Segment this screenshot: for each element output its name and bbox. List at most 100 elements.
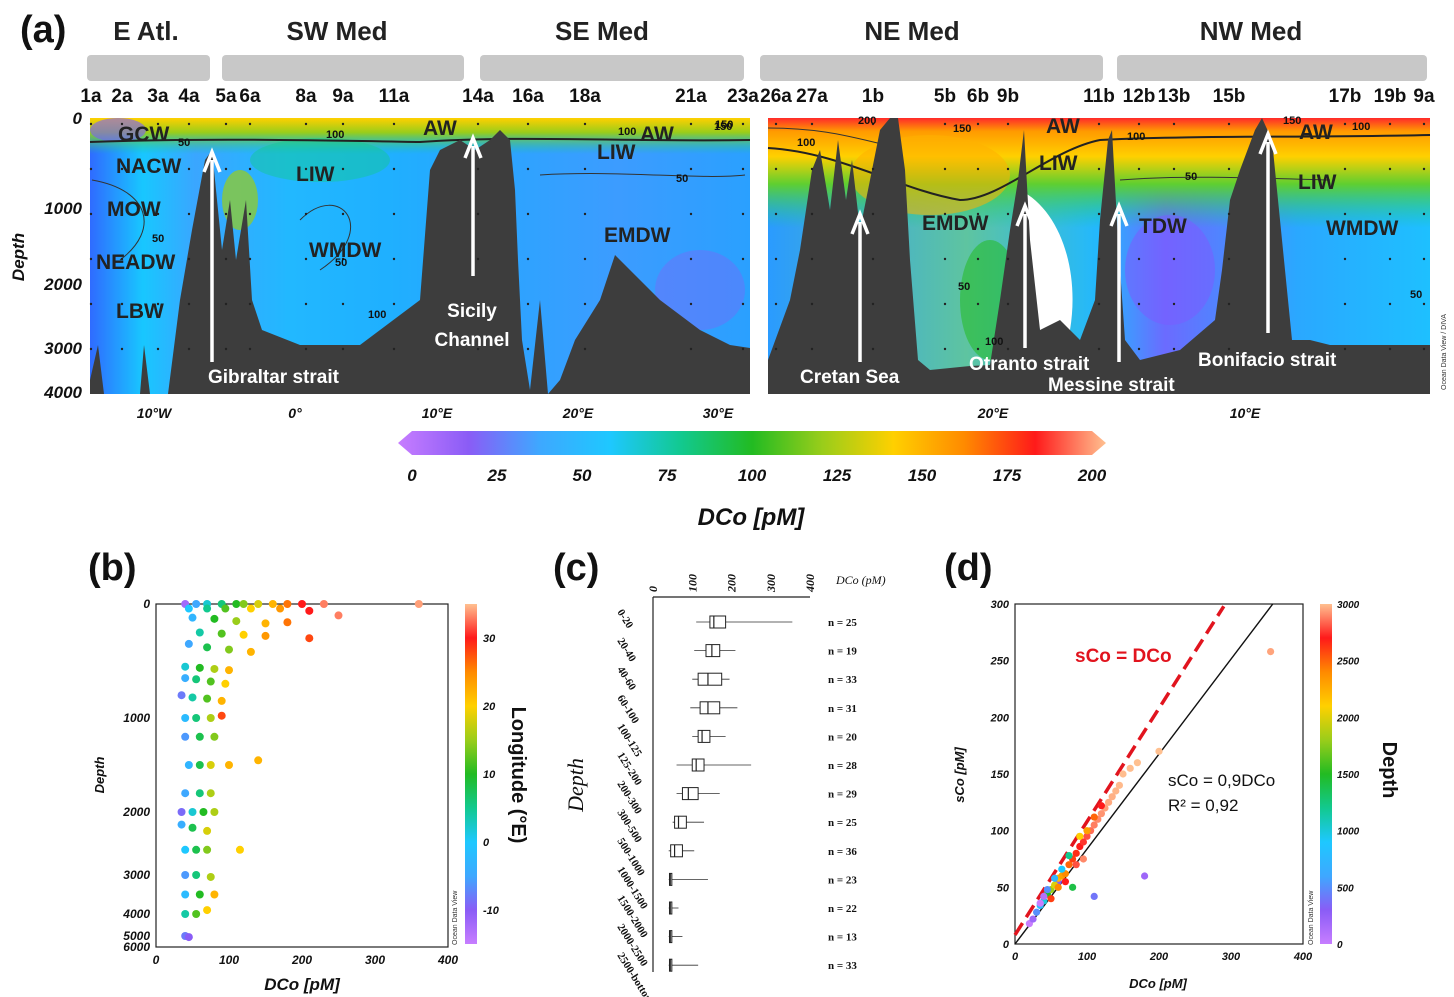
sample-dot: [1227, 302, 1231, 306]
depth-colorbar-tick: 3000: [1337, 600, 1360, 611]
panel-d-point: [1126, 764, 1134, 772]
contour-label: 150: [953, 123, 971, 135]
sample-dot: [476, 212, 480, 216]
sample-dot: [689, 212, 693, 216]
panel-b-point: [203, 906, 212, 915]
station-label: 18a: [569, 86, 601, 107]
panel-c-count: n = 20: [828, 731, 857, 743]
panel-d-point: [1267, 648, 1275, 656]
contour-label: 50: [152, 233, 164, 245]
sample-dot: [774, 347, 778, 351]
sample-dot: [689, 257, 693, 261]
panel-b-ylabel: Depth: [92, 757, 107, 794]
sample-dot: [89, 167, 93, 171]
panel-c-category: 20-40: [614, 636, 638, 665]
sample-dot: [1343, 257, 1347, 261]
sample-dot: [120, 347, 124, 351]
sample-dot: [810, 212, 814, 216]
sample-dot: [689, 122, 693, 126]
feature-label-line2: Channel: [435, 330, 510, 351]
identity-line-label: sCo = DCo: [1075, 646, 1172, 667]
panel-d-point: [1047, 895, 1055, 903]
sample-dot: [1172, 257, 1176, 261]
sample-dot: [1422, 347, 1426, 351]
panel-b-point: [177, 691, 186, 700]
sample-dot: [943, 167, 947, 171]
panel-b-point: [210, 890, 219, 899]
dco-colorbar-tick: 0: [407, 466, 417, 485]
sample-dot: [871, 167, 875, 171]
dco-colorbar-tick: 175: [993, 466, 1022, 485]
panel-b-point: [246, 604, 255, 613]
region-bar-se-med: [480, 55, 744, 81]
dco-colorbar-tick: 75: [658, 466, 677, 485]
sample-dot: [187, 257, 191, 261]
water-mass-label: EMDW: [604, 224, 671, 247]
panel-c-x-tick: 400: [803, 574, 817, 593]
panel-d-point: [1112, 787, 1120, 795]
panel-b-frame: [155, 603, 449, 948]
panel-b: (b) 0 100 200 300 40001000200030004000500060…: [88, 547, 529, 994]
region-label: E Atl.: [113, 16, 178, 46]
panel-b-point: [210, 614, 219, 623]
panel-b-point: [192, 714, 201, 722]
sample-dot: [304, 302, 308, 306]
sample-dot: [774, 212, 778, 216]
panel-b-point: [188, 808, 197, 816]
station-label: 13b: [1158, 86, 1191, 107]
section-left: [89, 118, 751, 394]
sample-dot: [120, 257, 124, 261]
feature-label: Otranto strait: [969, 354, 1090, 375]
section-right-tdw: [1125, 215, 1215, 325]
panel-b-point: [246, 647, 255, 656]
sample-dot: [1343, 212, 1347, 216]
panel-b-point: [334, 611, 343, 620]
station-label: 4a: [178, 86, 200, 107]
panel-b-point: [203, 826, 212, 835]
sample-dot: [341, 122, 345, 126]
sample-dot: [392, 302, 396, 306]
region-bar-ne-med: [760, 55, 1103, 81]
panel-d-point: [1108, 793, 1116, 801]
water-mass-label: LIW: [1298, 171, 1337, 194]
panel-c-count: n = 25: [828, 817, 857, 829]
sample-dot: [943, 302, 947, 306]
station-label: 21a: [675, 86, 707, 107]
station-label: 11a: [379, 86, 410, 107]
sample-dot: [1006, 212, 1010, 216]
sample-dot: [871, 212, 875, 216]
sample-dot: [120, 122, 124, 126]
panel-b-point: [192, 910, 201, 918]
panel-b-y-tick: 6000: [123, 940, 150, 954]
sample-dot: [187, 347, 191, 351]
panel-b-x-tick: 200: [291, 953, 312, 967]
panel-d-point: [1029, 915, 1037, 923]
panel-c-count: n = 13: [828, 932, 857, 944]
panel-d-point: [1065, 861, 1073, 869]
water-mass-label: AW: [640, 123, 674, 146]
panel-b-point: [206, 677, 215, 686]
sample-dot: [224, 347, 228, 351]
sample-dot: [1343, 167, 1347, 171]
sample-dot: [1388, 122, 1392, 126]
depth-colorbar-tick: 1000: [1337, 827, 1360, 838]
longitude-colorbar-tick: 0: [483, 837, 490, 849]
panel-b-point: [283, 618, 292, 627]
panel-b-point: [254, 600, 263, 608]
panel-d-y-tick: 0: [1003, 939, 1010, 951]
sample-dot: [526, 302, 530, 306]
feature-label: Bonifacio strait: [1198, 350, 1337, 371]
sample-dot: [1388, 347, 1392, 351]
sample-dot: [224, 167, 228, 171]
station-label: 16a: [512, 86, 544, 107]
panel-b-point: [276, 604, 285, 613]
station-label: 17b: [1329, 86, 1362, 107]
dco-colorbar-tick: 200: [1077, 466, 1107, 485]
water-mass-label: AW: [1046, 115, 1080, 138]
sample-dot: [224, 122, 228, 126]
sample-dot: [1343, 347, 1347, 351]
panel-b-point: [298, 600, 306, 608]
panel-b-point: [195, 789, 204, 798]
sample-dot: [341, 212, 345, 216]
panel-b-point: [210, 732, 219, 741]
